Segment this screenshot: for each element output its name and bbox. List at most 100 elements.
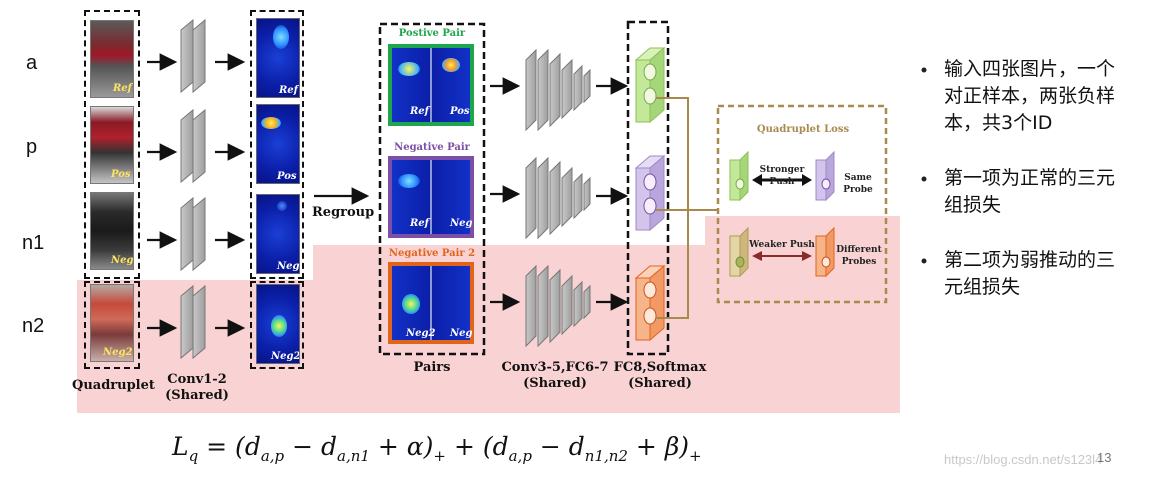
photo-tag-a: Ref	[113, 83, 132, 94]
formula-t1-plus-sub: +	[433, 447, 446, 465]
caption-conv12-line2: (Shared)	[165, 388, 229, 403]
caption-quadruplet: Quadruplet	[72, 378, 155, 393]
bullet-dot-2	[921, 176, 927, 182]
bullet-3: 第二项为弱推动的三 元组损失	[944, 247, 1144, 301]
loss-cube-olive	[729, 226, 749, 278]
formula-t1-alpha: + α)	[369, 432, 434, 461]
formula-t2-plus-sub: +	[689, 447, 702, 465]
stronger-push-arrow	[752, 174, 812, 186]
heatmap-n2: Neg2	[256, 284, 300, 364]
pair-positive-right-tag: Pos	[450, 106, 470, 117]
formula-lhs: L	[172, 432, 189, 461]
row-label-n2: n2	[22, 315, 45, 337]
page-number: 13	[1097, 450, 1112, 465]
formula-t2-open: + (d	[446, 432, 509, 461]
arrows-to-conv12	[147, 53, 178, 337]
bullet-3-line2: 元组损失	[944, 276, 1021, 298]
arrows-to-conv35	[490, 77, 521, 311]
heat-tag-a: Ref	[279, 85, 298, 96]
quadruplet-loss-box	[716, 104, 888, 304]
row-label-p: p	[26, 136, 38, 158]
heatmap-n1: Neg	[256, 194, 300, 274]
loss-cube-orange	[815, 226, 835, 278]
fc8-cube-purple	[634, 154, 666, 232]
formula-t1-sub2: a,n1	[337, 447, 370, 465]
bullet-1-line1: 输入四张图片，一个	[944, 58, 1116, 80]
heatmap-box-bottom	[250, 281, 304, 369]
bullet-3-line1: 第二项为弱推动的三	[944, 249, 1116, 271]
caption-pairs: Pairs	[413, 360, 451, 375]
caption-conv35-line2: (Shared)	[523, 376, 587, 391]
formula-t2-minus: − d	[531, 432, 585, 461]
photo-tag-n2: Neg2	[103, 347, 133, 358]
quadruplet-box-bottom	[84, 281, 140, 369]
conv12-blocks	[180, 18, 206, 360]
weaker-push-label: Weaker Push	[749, 240, 815, 250]
conv35-blocks	[525, 48, 591, 348]
heat-tag-n1: Neg	[277, 261, 300, 272]
watermark: https://blog.csdn.net/s123l4	[944, 452, 1103, 467]
photo-tag-n1: Neg	[111, 255, 134, 266]
formula-t2-sub2: n1,n2	[584, 447, 628, 465]
heatmap-p: Pos	[256, 104, 300, 184]
same-probe-label: Same Probe	[836, 172, 880, 196]
person-photo-p: Pos	[90, 106, 134, 184]
weaker-push-arrow	[752, 251, 812, 261]
bullet-2: 第一项为正常的三元 组损失	[944, 165, 1144, 219]
arrows-to-fc8	[596, 77, 629, 311]
person-photo-a: Ref	[90, 20, 134, 98]
pair-title-negative: Negative Pair	[394, 142, 470, 153]
pair-title-positive: Postive Pair	[398, 28, 466, 39]
pair-negative-right-tag: Neg	[450, 218, 473, 229]
formula-t1-open: = (d	[198, 432, 261, 461]
row-label-n1: n1	[22, 232, 45, 254]
heatmap-box-top	[250, 10, 304, 279]
caption-conv12-line1: Conv1-2	[167, 372, 227, 387]
bullet-1-line2: 对正样本，两张负样	[944, 85, 1116, 107]
pair-negative: Ref Neg	[388, 156, 474, 238]
caption-fc8: FC8,Softmax (Shared)	[610, 360, 710, 392]
caption-fc8-line1: FC8,Softmax	[613, 360, 707, 375]
formula-t1-sub1: a,p	[260, 447, 285, 465]
caption-fc8-line2: (Shared)	[628, 376, 692, 391]
fc8-cube-orange	[634, 264, 666, 342]
formula-t2-beta: + β)	[627, 432, 690, 461]
pair-negative-left-tag: Ref	[410, 218, 429, 229]
heat-tag-n2: Neg2	[271, 351, 300, 362]
regroup-label: Regroup	[312, 205, 375, 220]
quadruplet-loss-formula: Lq = (da,p − da,n1 + α)+ + (da,p − dn1,n…	[172, 432, 702, 465]
loss-title: Quadruplet Loss	[756, 124, 850, 135]
photo-tag-p: Pos	[111, 169, 131, 180]
bullet-1-line3: 本，共3个ID	[944, 112, 1053, 134]
bullet-dot-3	[921, 258, 927, 264]
pair-negative2-right-tag: Neg	[450, 328, 473, 339]
loss-cube-green	[729, 150, 749, 202]
different-probes-label: Different Probes	[834, 244, 884, 268]
loss-cube-purple	[815, 150, 835, 202]
quadruplet-box-top	[84, 10, 140, 279]
pair-positive: Ref Pos	[388, 44, 474, 126]
arrows-to-heatmaps	[215, 53, 246, 337]
caption-conv35-line1: Conv3-5,FC6-7	[501, 360, 609, 375]
pink-band-lower	[77, 280, 900, 413]
same-probe-line2: Probe	[843, 185, 873, 195]
pair-negative2-left-tag: Neg2	[406, 328, 436, 339]
pair-negative2: Neg2 Neg	[388, 262, 474, 344]
person-photo-n2: Neg2	[90, 284, 134, 362]
heatmap-a: Ref	[256, 18, 300, 98]
person-photo-n1: Neg	[90, 192, 134, 270]
pair-title-negative2: Negative Pair 2	[388, 248, 476, 259]
formula-t2-sub1: a,p	[508, 447, 532, 465]
fc8-box	[626, 20, 670, 356]
different-probes-line1: Different	[836, 245, 882, 255]
formula-lhs-sub: q	[188, 447, 199, 465]
formula-t1-minus: − d	[284, 432, 338, 461]
bullet-2-line1: 第一项为正常的三元	[944, 167, 1116, 189]
row-label-a: a	[26, 52, 38, 74]
fc8-to-loss-connectors	[656, 97, 718, 319]
bullet-1: 输入四张图片，一个 对正样本，两张负样 本，共3个ID	[944, 56, 1144, 137]
stronger-push-label: Stronger Push	[759, 165, 805, 187]
pairs-box	[378, 22, 486, 356]
caption-conv35: Conv3-5,FC6-7 (Shared)	[500, 360, 610, 392]
